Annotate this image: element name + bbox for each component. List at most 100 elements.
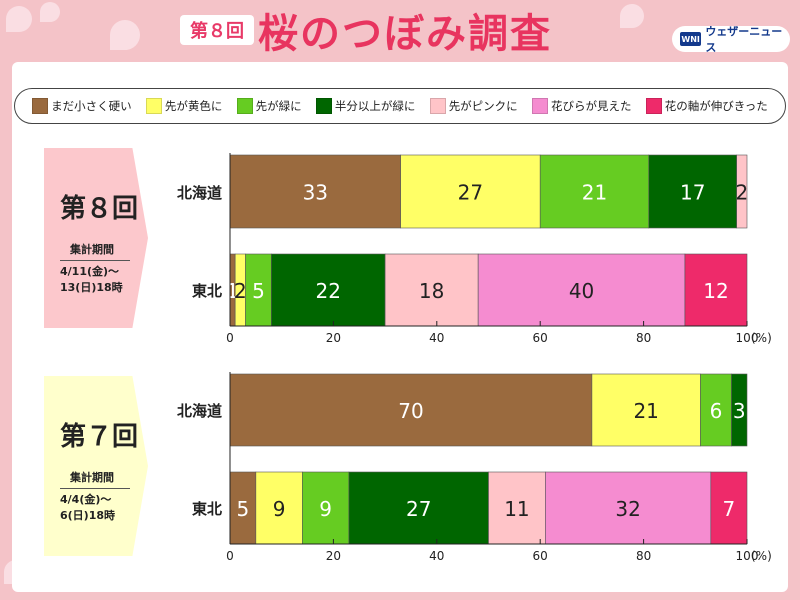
data-label: 21 [633, 399, 658, 423]
round-8-label: 第８回 [60, 194, 139, 224]
x-tick-label: 80 [636, 331, 651, 345]
divider [60, 260, 130, 261]
x-tick-label: 60 [533, 331, 548, 345]
cherry-blossom-decoration [40, 2, 60, 22]
legend-swatch [315, 98, 332, 114]
cherry-blossom-decoration [110, 20, 140, 50]
x-unit-label: (%) [751, 549, 772, 563]
legend-item: 先が緑に [236, 98, 302, 114]
bar-segment [348, 471, 489, 545]
data-label: 5 [252, 279, 265, 303]
bar-segment [710, 471, 748, 545]
x-tick-label: 100 [736, 549, 759, 563]
brand-name: ウェザーニュース [705, 25, 783, 54]
legend: まだ小さく硬い 先が黄色に 先が緑に 半分以上が緑に 先がピンクに 花びらが見えた 花の軸が… [14, 88, 786, 124]
data-label: 9 [273, 497, 286, 521]
x-tick-label: 0 [226, 331, 234, 345]
bar-segment [384, 253, 479, 327]
data-label: 70 [398, 399, 423, 423]
bar-segment [591, 373, 701, 447]
legend-swatch [429, 98, 446, 114]
x-tick-label: 60 [533, 549, 548, 563]
data-label: 11 [504, 497, 529, 521]
data-label: 3 [733, 399, 746, 423]
bar-segment [229, 373, 593, 447]
data-label: 7 [723, 497, 736, 521]
bar-segment [477, 253, 686, 327]
data-label: 27 [406, 497, 431, 521]
header: 第８回 桜のつぼみ調査 WNI ウェザーニュース [0, 0, 800, 62]
legend-swatch [531, 98, 548, 114]
data-label: 18 [419, 279, 444, 303]
legend-swatch [236, 98, 253, 114]
round-7-date-end: 6(日)18時 [60, 509, 116, 522]
x-tick-label: 20 [326, 549, 341, 563]
x-tick-label: 80 [636, 549, 651, 563]
legend-item: 先がピンクに [429, 98, 518, 114]
bar-segment [229, 154, 401, 229]
data-label: 40 [569, 279, 594, 303]
cherry-blossom-decoration [6, 6, 32, 32]
legend-label: まだ小さく硬い [51, 99, 132, 113]
divider [60, 488, 130, 489]
x-tick-label: 40 [429, 331, 444, 345]
bar-segment [736, 154, 748, 229]
legend-item: 半分以上が緑に [315, 98, 416, 114]
round-7-period-label: 集計期間 [70, 471, 114, 484]
page-title: 桜のつぼみ調査 [258, 11, 552, 57]
bar-segment [271, 253, 386, 327]
legend-item: 花の軸が伸びきった [645, 98, 768, 114]
round-7-label: 第７回 [60, 422, 139, 452]
category-label: 北海道 [176, 402, 222, 420]
data-label: 27 [458, 181, 483, 205]
round-7-date-start: 4/4(金)〜 [60, 493, 112, 506]
bar-segment [731, 373, 748, 447]
data-label: 9 [319, 497, 332, 521]
x-tick-label: 100 [736, 331, 759, 345]
x-unit-label: (%) [751, 331, 772, 345]
bar-segment [255, 471, 303, 545]
legend-item: 花びらが見えた [531, 98, 632, 114]
data-label: 2 [234, 279, 247, 303]
data-label: 2 [735, 181, 748, 205]
legend-label: 先が黄色に [164, 99, 223, 113]
brand-badge: WNI ウェザーニュース [672, 25, 790, 54]
legend-swatch [32, 98, 49, 114]
data-label: 17 [680, 181, 705, 205]
bar-segment [400, 154, 541, 229]
category-label: 東北 [191, 282, 222, 300]
data-label: 22 [316, 279, 341, 303]
legend-label: 先がピンクに [448, 99, 518, 113]
data-label: 12 [703, 279, 728, 303]
bar-segment [539, 154, 650, 229]
round-8-period-label: 集計期間 [70, 243, 114, 256]
legend-item: 先が黄色に [145, 98, 223, 114]
round-8-badge: 第８回 集計期間 4/11(金)〜 13(日)18時 [44, 148, 148, 328]
x-tick-label: 0 [226, 549, 234, 563]
bar-segment [700, 373, 732, 447]
data-label: 21 [582, 181, 607, 205]
legend-item: まだ小さく硬い [32, 98, 132, 114]
data-label: 5 [237, 497, 250, 521]
legend-label: 花びらが見えた [550, 99, 632, 113]
legend-label: 半分以上が緑に [334, 99, 416, 113]
category-label: 東北 [191, 500, 222, 518]
legend-swatch [645, 98, 662, 114]
bar-segment [648, 154, 737, 229]
legend-swatch [145, 98, 162, 114]
legend-label: 花の軸が伸びきった [664, 99, 768, 113]
round-number: 第８回 [180, 15, 254, 45]
data-label: 33 [303, 181, 328, 205]
round-8-date-start: 4/11(金)〜 [60, 265, 120, 278]
round-7-badge: 第７回 集計期間 4/4(金)〜 6(日)18時 [44, 376, 148, 556]
bar-segment [302, 471, 350, 545]
bar-segment [684, 253, 748, 327]
data-label: 6 [710, 399, 723, 423]
wni-logo-icon: WNI [680, 32, 702, 46]
round-8-date-end: 13(日)18時 [60, 281, 123, 294]
category-label: 北海道 [176, 183, 222, 202]
x-tick-label: 40 [429, 549, 444, 563]
bar-segment [488, 471, 546, 545]
x-tick-label: 20 [326, 331, 341, 345]
